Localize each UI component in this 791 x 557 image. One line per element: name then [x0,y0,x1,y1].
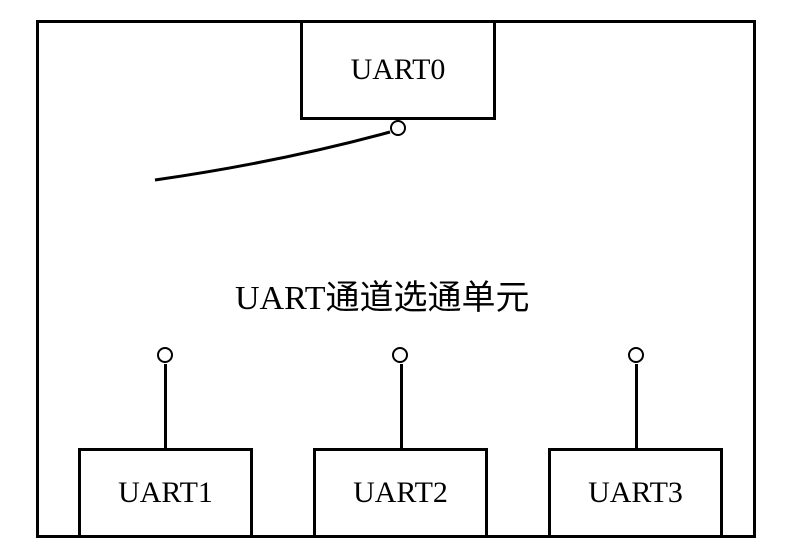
uart2-label: UART2 [353,476,448,510]
uart3-connector [635,364,638,448]
uart3-terminal [628,347,644,363]
uart1-box: UART1 [78,448,253,538]
uart2-connector [400,364,403,448]
uart2-terminal [392,347,408,363]
uart1-label: UART1 [118,476,213,510]
uart3-box: UART3 [548,448,723,538]
uart3-label: UART3 [588,476,683,510]
uart1-terminal [157,347,173,363]
uart2-box: UART2 [313,448,488,538]
center-label: UART通道选通单元 [235,270,530,319]
uart1-connector [164,364,167,448]
